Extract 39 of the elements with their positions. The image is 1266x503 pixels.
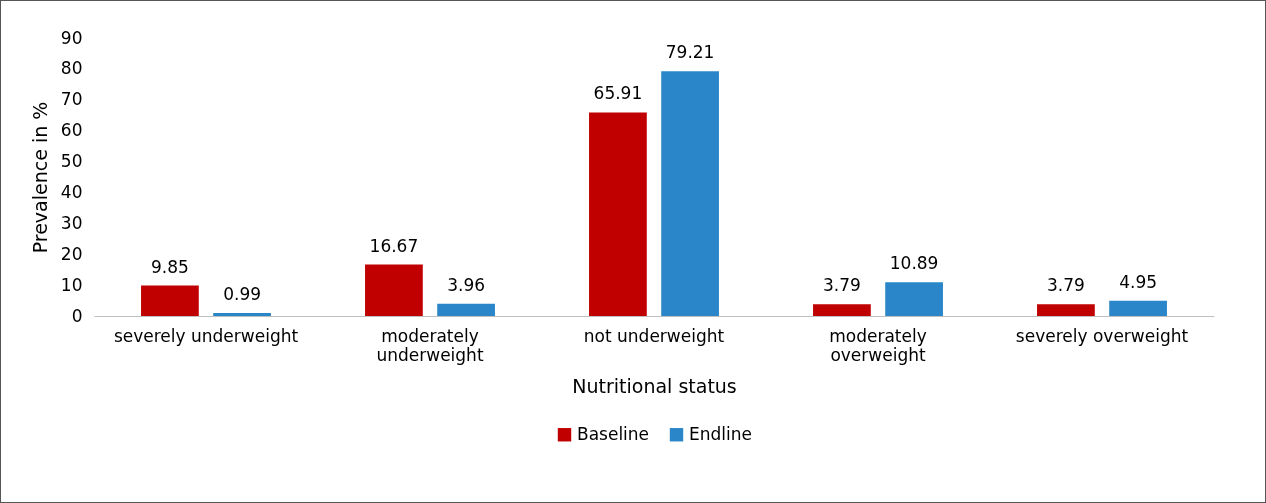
y-tick-label: 10 <box>60 274 83 295</box>
bar <box>661 71 719 316</box>
x-tick-label: not underweight <box>583 325 725 346</box>
data-label: 3.96 <box>447 274 486 295</box>
x-tick-label: moderately overweight <box>829 325 927 365</box>
bar <box>1037 304 1095 316</box>
x-axis-title: Nutritional status <box>572 374 737 397</box>
data-label: 3.79 <box>1046 275 1085 296</box>
data-label: 79.21 <box>665 42 715 63</box>
x-tick-label: severely underweight <box>113 325 299 346</box>
y-tick-label: 20 <box>60 243 83 264</box>
data-label: 3.79 <box>822 275 861 296</box>
y-tick-label: 50 <box>60 151 83 172</box>
bar <box>589 112 647 316</box>
y-tick-label: 30 <box>60 212 83 233</box>
bar <box>141 285 199 316</box>
data-label: 16.67 <box>369 235 419 256</box>
x-tick-label: severely overweight <box>1015 325 1189 346</box>
bar <box>213 312 271 316</box>
data-label: 65.91 <box>593 83 643 104</box>
data-label: 4.95 <box>1119 271 1158 292</box>
y-tick-label: 70 <box>60 89 83 110</box>
y-tick-label: 40 <box>60 181 83 202</box>
y-axis-title: Prevalence in % <box>28 101 51 254</box>
legend-label: Baseline <box>577 423 650 444</box>
bar <box>1109 300 1167 316</box>
bar <box>885 282 943 316</box>
x-tick-label: moderately underweight <box>376 325 484 365</box>
bar <box>437 303 495 316</box>
legend-label: Endline <box>689 423 752 444</box>
bar <box>813 304 871 316</box>
y-tick-label: 60 <box>60 120 83 141</box>
data-label: 0.99 <box>223 283 262 304</box>
bar <box>365 264 423 316</box>
y-tick-label: 0 <box>71 305 83 326</box>
data-label: 9.85 <box>150 256 189 277</box>
y-tick-label: 90 <box>60 27 83 48</box>
y-tick-label: 80 <box>60 58 83 79</box>
data-label: 10.89 <box>889 253 939 274</box>
